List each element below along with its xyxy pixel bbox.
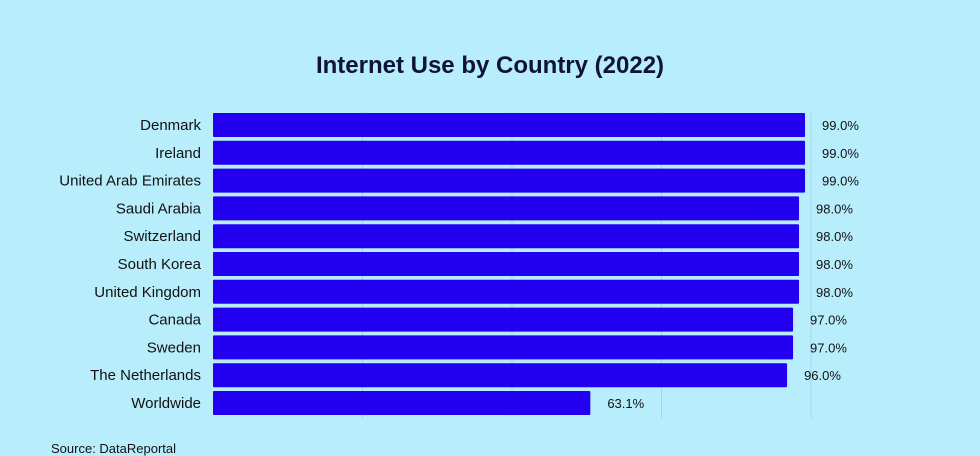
category-label: Sweden xyxy=(147,339,201,356)
category-label: Canada xyxy=(148,312,201,329)
bar-the-netherlands xyxy=(213,363,788,388)
category-label: United Kingdom xyxy=(94,284,201,301)
category-label: Switzerland xyxy=(123,228,201,245)
value-label: 98.0% xyxy=(816,257,853,272)
chart-title: Internet Use by Country (2022) xyxy=(315,52,665,79)
bar-south-korea xyxy=(213,252,800,276)
category-label: The Netherlands xyxy=(90,367,201,384)
value-label: 99.0% xyxy=(822,146,859,161)
value-label: 97.0% xyxy=(810,340,847,355)
value-label: 99.0% xyxy=(822,118,859,133)
bar-denmark xyxy=(213,113,806,137)
bar-united-kingdom xyxy=(213,279,800,304)
bars xyxy=(213,113,806,415)
bar-worldwide xyxy=(213,391,591,415)
category-labels: Denmark Ireland United Arab Emirates Saudi … xyxy=(59,117,201,412)
value-labels: 99.0% 99.0% 99.0% 98.0% 98.0% 98.0% 98.0% 97.0%… xyxy=(607,118,859,411)
category-label: United Arab Emirates xyxy=(59,173,201,190)
value-label: 63.1% xyxy=(607,396,644,411)
value-label: 97.0% xyxy=(810,313,847,328)
category-label: Ireland xyxy=(155,145,201,162)
source-note: Source: DataReportal xyxy=(51,441,177,456)
category-label: Denmark xyxy=(140,117,201,134)
bar-ireland xyxy=(213,140,806,165)
bar-switzerland xyxy=(213,224,800,249)
bar-saudi-arabia xyxy=(213,196,800,221)
value-label: 99.0% xyxy=(822,174,859,189)
bar-canada xyxy=(213,307,794,332)
category-label: South Korea xyxy=(118,256,202,273)
category-label: Saudi Arabia xyxy=(116,200,202,217)
bar-sweden xyxy=(213,335,794,360)
bar-united-arab-emirates xyxy=(213,168,806,193)
value-label: 98.0% xyxy=(816,201,853,216)
value-label: 98.0% xyxy=(816,285,853,300)
category-label: Worldwide xyxy=(131,395,201,412)
value-label: 98.0% xyxy=(816,229,853,244)
value-label: 96.0% xyxy=(804,368,841,383)
